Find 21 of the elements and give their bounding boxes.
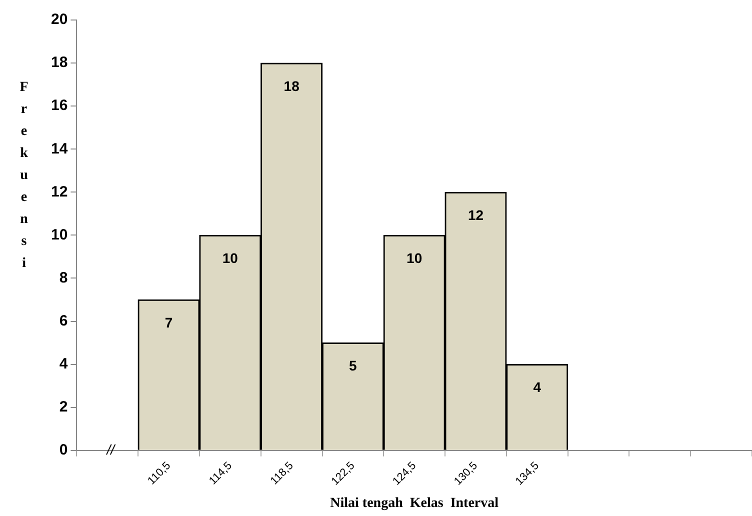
annotation: // bbox=[106, 441, 117, 458]
data-label: 10 bbox=[222, 250, 238, 266]
y-tick-label: 2 bbox=[59, 398, 68, 416]
y-tick-label: 18 bbox=[50, 54, 68, 72]
y-tick-label: 0 bbox=[59, 442, 68, 459]
y-tick-label: 14 bbox=[50, 140, 68, 158]
data-label: 7 bbox=[164, 314, 173, 331]
y-tick-label: 8 bbox=[59, 269, 68, 286]
y-tick-label: 16 bbox=[50, 97, 68, 114]
y-tick-label: 6 bbox=[59, 312, 68, 330]
data-label: 18 bbox=[284, 78, 300, 94]
data-label: 10 bbox=[406, 250, 422, 266]
text: Frekuensi bbox=[20, 80, 28, 271]
x-axis-title: Nilai tengah Kelas Interval bbox=[330, 496, 499, 512]
data-label: 12 bbox=[468, 207, 484, 224]
y-tick-label: 4 bbox=[59, 355, 68, 372]
y-tick-label: 20 bbox=[50, 11, 68, 28]
y-tick-label: 10 bbox=[50, 226, 68, 244]
data-label: 4 bbox=[533, 379, 542, 396]
data-label: 5 bbox=[349, 358, 358, 374]
y-tick-label: 12 bbox=[50, 183, 68, 200]
